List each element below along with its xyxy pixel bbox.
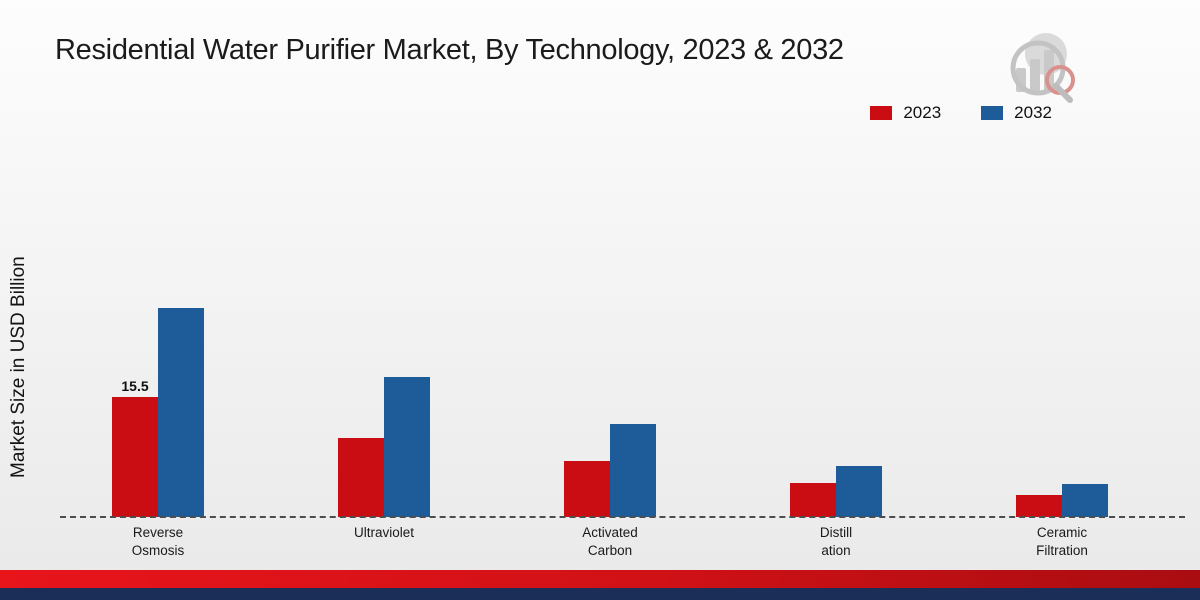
brand-logo [1000,28,1078,111]
bar-2023-ultraviolet [338,438,384,517]
bar-2023-distill-ation [790,482,836,517]
bar-group-distill-ation [723,0,949,517]
legend: 2023 2032 [870,103,1052,123]
bar-2023-ceramic-filtration [1016,495,1062,517]
legend-item-2023: 2023 [870,103,941,123]
chart-title: Residential Water Purifier Market, By Te… [55,34,844,66]
legend-swatch-2032 [981,106,1004,120]
plot-area: 15.5 [45,0,1175,517]
footer-navy-strip [0,588,1200,600]
bar-2023-activated-carbon [564,460,610,517]
bar-group-ultraviolet [271,0,497,517]
bar-2023-reverse-osmosis: 15.5 [112,378,158,517]
legend-label-2023: 2023 [903,103,942,122]
y-axis-label: Market Size in USD Billion [8,256,29,479]
category-label-ceramic-filtration: Ceramic Filtration [1036,525,1088,558]
legend-item-2032: 2032 [981,103,1052,123]
bar-2032-reverse-osmosis [158,308,204,517]
bar-2032-ceramic-filtration [1062,483,1108,517]
bar-2032-activated-carbon [610,424,656,517]
category-label-activated-carbon: Activated Carbon [582,525,638,558]
x-axis-line [60,516,1185,518]
magnifier-chart-icon [1010,33,1075,103]
legend-label-2032: 2032 [1014,103,1052,122]
bar-value-label: 15.5 [121,378,149,395]
legend-swatch-2023 [870,106,893,120]
category-labels: Reverse Osmosis Ultraviolet Activated Carb… [45,524,1175,559]
category-label-ultraviolet: Ultraviolet [353,525,415,540]
footer-red-strip [0,570,1200,588]
bar-group-activated-carbon [497,0,723,517]
category-label-reverse-osmosis: Reverse Osmosis [131,525,185,558]
bar-group-reverse-osmosis: 15.5 [45,0,271,517]
bar-group-ceramic-filtration [949,0,1175,517]
bar-2032-ultraviolet [384,376,430,517]
category-label-distill-ation: Distill ation [819,525,853,558]
bar-2032-distill-ation [836,465,882,517]
